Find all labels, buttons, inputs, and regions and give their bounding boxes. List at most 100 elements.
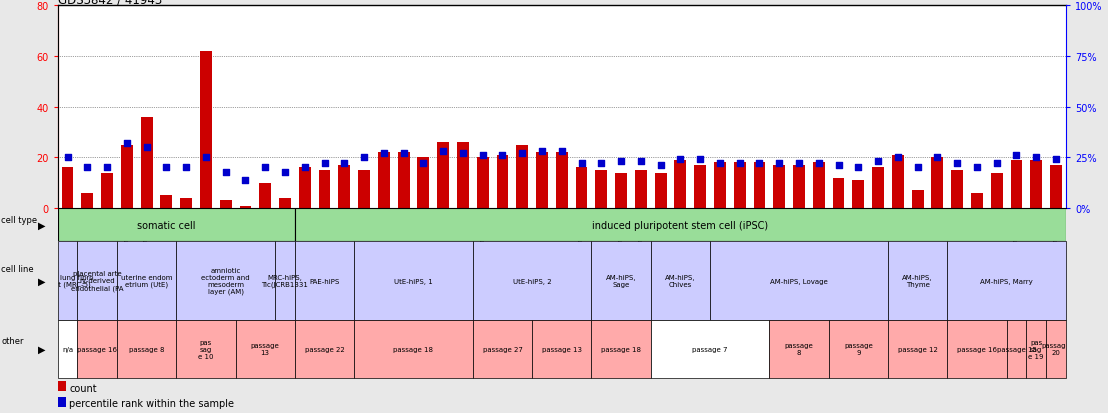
- Bar: [1050, 166, 1061, 209]
- Point: [197, 154, 215, 161]
- Text: amniotic
ectoderm and
mesoderm
layer (AM): amniotic ectoderm and mesoderm layer (AM…: [202, 267, 250, 294]
- Bar: [575, 168, 587, 209]
- Text: ▶: ▶: [39, 344, 45, 354]
- Text: n/a: n/a: [62, 346, 73, 352]
- Point: [1027, 154, 1045, 161]
- Text: passage
9: passage 9: [844, 342, 873, 356]
- Text: MRC-hiPS,
Tic(JCRB1331: MRC-hiPS, Tic(JCRB1331: [261, 274, 308, 287]
- Bar: [952, 171, 963, 209]
- Bar: [773, 166, 786, 209]
- Bar: [121, 145, 133, 209]
- Bar: [615, 173, 627, 209]
- Point: [1047, 157, 1065, 163]
- Point: [99, 165, 116, 171]
- Bar: [58, 397, 66, 407]
- Point: [850, 165, 868, 171]
- Bar: [176, 320, 236, 378]
- Text: AM-hiPS,
Sage: AM-hiPS, Sage: [606, 274, 636, 287]
- Point: [316, 161, 334, 167]
- Bar: [595, 171, 607, 209]
- Bar: [117, 320, 176, 378]
- Point: [909, 165, 926, 171]
- Bar: [418, 158, 429, 209]
- Bar: [733, 163, 746, 209]
- Text: uterine endom
etrium (UtE): uterine endom etrium (UtE): [121, 274, 173, 287]
- Point: [810, 161, 828, 167]
- Point: [493, 153, 511, 159]
- Bar: [62, 168, 73, 209]
- Bar: [532, 320, 592, 378]
- Point: [711, 161, 729, 167]
- Bar: [295, 320, 355, 378]
- Bar: [319, 171, 330, 209]
- Bar: [852, 181, 864, 209]
- Text: pas
sag
e 10: pas sag e 10: [198, 339, 214, 359]
- Point: [553, 149, 571, 155]
- Text: fetal lung fibro
blast (MRC-5): fetal lung fibro blast (MRC-5): [42, 274, 93, 287]
- Point: [593, 161, 611, 167]
- Bar: [556, 153, 567, 209]
- Bar: [753, 163, 766, 209]
- Bar: [456, 143, 469, 209]
- Bar: [275, 242, 295, 320]
- Text: passage 18: passage 18: [393, 346, 433, 352]
- Text: passage
20: passage 20: [1042, 342, 1070, 356]
- Bar: [592, 242, 650, 320]
- Bar: [675, 161, 686, 209]
- Bar: [695, 166, 706, 209]
- Point: [790, 161, 808, 167]
- Bar: [299, 168, 310, 209]
- Bar: [141, 117, 153, 209]
- Bar: [829, 320, 888, 378]
- Text: UtE-hiPS, 1: UtE-hiPS, 1: [394, 278, 433, 284]
- Bar: [932, 158, 943, 209]
- Point: [869, 159, 886, 165]
- Bar: [516, 145, 529, 209]
- Text: UtE-hiPS, 2: UtE-hiPS, 2: [513, 278, 552, 284]
- Bar: [199, 52, 212, 209]
- Point: [157, 165, 175, 171]
- Bar: [592, 320, 650, 378]
- Bar: [769, 320, 829, 378]
- Bar: [355, 320, 473, 378]
- Text: passage 12: passage 12: [897, 346, 937, 352]
- Bar: [101, 173, 113, 209]
- Bar: [655, 173, 667, 209]
- Point: [79, 165, 96, 171]
- Bar: [279, 198, 291, 209]
- Point: [117, 140, 135, 147]
- Bar: [438, 143, 449, 209]
- Bar: [971, 193, 983, 209]
- Point: [988, 161, 1006, 167]
- Point: [296, 165, 314, 171]
- Point: [137, 145, 155, 151]
- Bar: [888, 320, 947, 378]
- Bar: [398, 153, 410, 209]
- Point: [632, 159, 649, 165]
- Point: [336, 161, 353, 167]
- Point: [573, 161, 591, 167]
- Bar: [58, 382, 66, 391]
- Bar: [81, 193, 93, 209]
- Point: [830, 163, 848, 169]
- Text: passage 7: passage 7: [692, 346, 728, 352]
- Bar: [912, 191, 924, 209]
- Bar: [295, 242, 355, 320]
- Bar: [1030, 161, 1043, 209]
- Bar: [1006, 320, 1026, 378]
- Point: [217, 169, 235, 176]
- Text: ▶: ▶: [39, 276, 45, 286]
- Text: passage 8: passage 8: [129, 346, 164, 352]
- Bar: [58, 320, 78, 378]
- Text: AM-hiPS, Marry: AM-hiPS, Marry: [981, 278, 1033, 284]
- Point: [474, 153, 492, 159]
- Point: [454, 151, 472, 157]
- Point: [375, 151, 392, 157]
- Bar: [872, 168, 884, 209]
- Bar: [832, 178, 844, 209]
- Text: AM-hiPS, Lovage: AM-hiPS, Lovage: [770, 278, 828, 284]
- Point: [968, 165, 986, 171]
- Bar: [714, 163, 726, 209]
- Point: [237, 177, 255, 183]
- Point: [414, 161, 432, 167]
